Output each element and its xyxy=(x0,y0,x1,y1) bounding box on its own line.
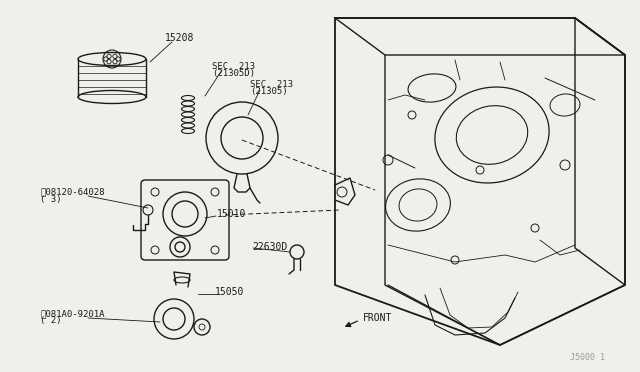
Text: Ⓑ08120-64028: Ⓑ08120-64028 xyxy=(40,187,104,196)
Text: ( 3): ( 3) xyxy=(40,195,61,203)
Text: 15010: 15010 xyxy=(217,209,246,219)
Text: J5000 1: J5000 1 xyxy=(570,353,605,362)
Text: 22630D: 22630D xyxy=(252,242,287,252)
Text: (21305): (21305) xyxy=(250,87,287,96)
Text: (21305D): (21305D) xyxy=(212,68,255,77)
Text: SEC. 213: SEC. 213 xyxy=(212,61,255,71)
Text: 15208: 15208 xyxy=(165,33,195,43)
Text: 15050: 15050 xyxy=(215,287,244,297)
Text: FRONT: FRONT xyxy=(363,313,392,323)
Text: SEC. 213: SEC. 213 xyxy=(250,80,293,89)
FancyBboxPatch shape xyxy=(141,180,229,260)
Text: ( 2): ( 2) xyxy=(40,317,61,326)
Text: Ⓑ081A0-9201A: Ⓑ081A0-9201A xyxy=(40,310,104,318)
